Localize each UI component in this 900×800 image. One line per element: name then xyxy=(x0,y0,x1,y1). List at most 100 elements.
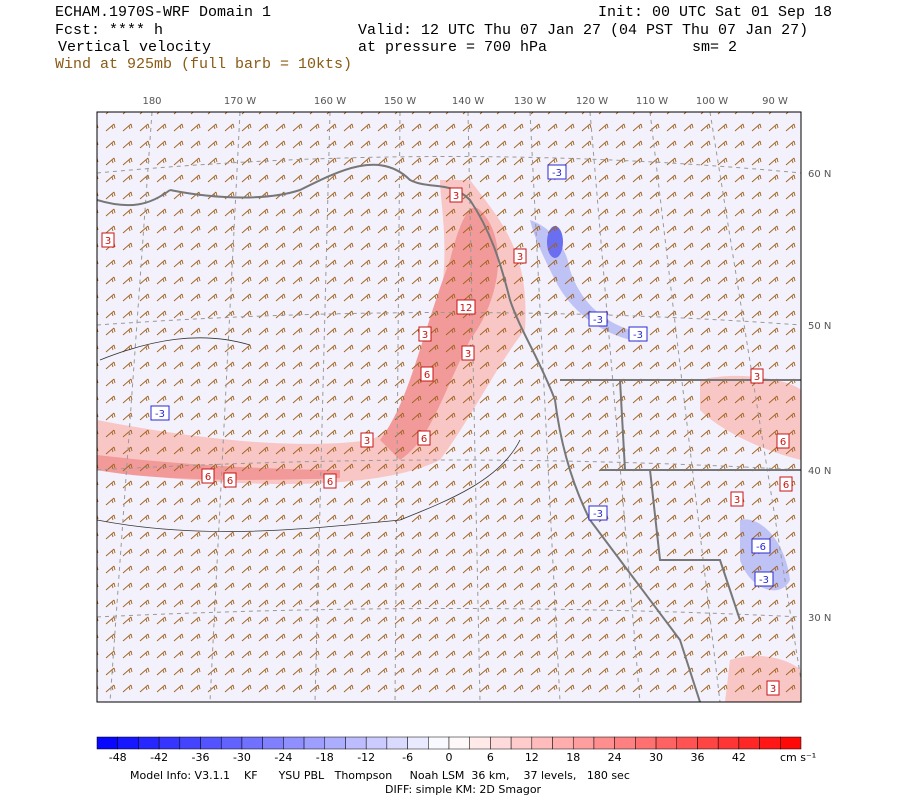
map-frame xyxy=(96,111,802,703)
contour-label-box xyxy=(750,368,764,384)
colorbar-box xyxy=(407,736,429,750)
colorbar-box xyxy=(96,736,118,750)
longitude-label: 170 W xyxy=(224,96,256,107)
contour-label-box xyxy=(588,311,608,327)
longitude-label: 160 W xyxy=(314,96,346,107)
colorbar-box xyxy=(386,736,408,750)
wind: Wind at 925mb (full barb = 10kts) xyxy=(55,56,352,73)
colorbar-tick-label: -24 xyxy=(274,751,292,764)
contour-label: -3 xyxy=(552,168,562,179)
contour-label: -3 xyxy=(633,330,643,341)
contour-label-box xyxy=(150,405,170,421)
longitude-label: 110 W xyxy=(636,96,668,107)
colorbar-tick-label: -36 xyxy=(192,751,210,764)
colorbar-box xyxy=(572,736,595,750)
longitude-label: 140 W xyxy=(452,96,484,107)
latitude-label: 40 N xyxy=(808,466,831,477)
colorbar-box xyxy=(303,736,326,750)
colorbar-box xyxy=(117,736,139,750)
contour-label: 3 xyxy=(754,372,760,383)
latitude-label: 50 N xyxy=(808,321,831,332)
contour-label-box xyxy=(766,680,780,696)
field: Vertical velocity xyxy=(58,39,211,56)
colorbar-box xyxy=(241,736,263,750)
colorbar-tick-label: 36 xyxy=(690,751,704,764)
longitude-label: 90 W xyxy=(762,96,788,107)
contour-label-box xyxy=(730,491,744,507)
contour-label: -3 xyxy=(759,575,769,586)
contour-label: 6 xyxy=(424,370,430,381)
contour-label-box xyxy=(628,326,648,342)
contour-label: -3 xyxy=(593,315,603,326)
fcst: Fcst: **** h xyxy=(55,22,163,39)
contour-label-box xyxy=(779,476,793,492)
contour-label: 6 xyxy=(327,477,333,488)
contour-label-box xyxy=(751,538,771,554)
colorbar-box xyxy=(283,736,305,750)
contour-label-box xyxy=(223,472,237,488)
colorbar-tick-label: 12 xyxy=(525,751,539,764)
colorbar-tick-label: -30 xyxy=(233,751,251,764)
colorbar-box xyxy=(635,736,657,750)
colorbar-box xyxy=(138,736,160,750)
contour-label: 3 xyxy=(364,436,370,447)
contour-label-box xyxy=(360,432,374,448)
colorbar-box xyxy=(738,736,760,750)
colorbar-box xyxy=(552,736,574,750)
colorbar-tick-label: -48 xyxy=(109,751,127,764)
colorbar-box xyxy=(220,736,243,750)
wind-barbs xyxy=(97,112,801,702)
longitude-label: 120 W xyxy=(576,96,608,107)
zero-contours xyxy=(97,337,521,532)
longitude-label: 100 W xyxy=(696,96,728,107)
colorbar-box xyxy=(448,736,470,750)
colorbar-box xyxy=(158,736,181,750)
colorbar-box xyxy=(676,736,698,750)
colorbar-box xyxy=(262,736,284,750)
contour-label: 3 xyxy=(465,349,471,360)
contour-label: 3 xyxy=(734,495,740,506)
contour-label-box xyxy=(461,345,475,361)
colorbar-box xyxy=(531,736,553,750)
colorbar-tick-label: -12 xyxy=(357,751,375,764)
diff-info: DIFF: simple KM: 2D Smagor xyxy=(385,783,542,796)
contour-label-box xyxy=(323,473,337,489)
colorbar-box xyxy=(759,736,781,750)
colorbar-tick-label: 42 xyxy=(732,751,746,764)
colorbar-box xyxy=(655,736,678,750)
contour-label-box xyxy=(420,366,434,382)
contour-label-box xyxy=(449,187,463,203)
colorbar-tick-label: 6 xyxy=(487,751,494,764)
contour-label: 3 xyxy=(517,252,523,263)
contour-label-box xyxy=(201,468,215,484)
longitude-label: 150 W xyxy=(384,96,416,107)
colorbar-box xyxy=(697,736,719,750)
colorbar-tick-label: 18 xyxy=(566,751,580,764)
colorbar-box xyxy=(345,736,367,750)
contour-label: 3 xyxy=(422,330,428,341)
colorbar-box xyxy=(593,736,615,750)
colorbar-box xyxy=(490,736,512,750)
map xyxy=(97,112,801,702)
longitude-label: 180 xyxy=(142,96,161,107)
colorbar-box xyxy=(324,736,346,750)
colorbar-box xyxy=(614,736,636,750)
contour-label: 12 xyxy=(460,303,473,314)
colorbar-box xyxy=(179,736,201,750)
contour-label: 3 xyxy=(453,191,459,202)
contour-label-box xyxy=(547,164,567,180)
colorbar-box xyxy=(200,736,222,750)
colorbar-tick-label: 0 xyxy=(446,751,453,764)
init: Init: 00 UTC Sat 01 Sep 18 xyxy=(598,4,832,21)
contour-label-box xyxy=(417,430,431,446)
contour-label: 3 xyxy=(105,236,111,247)
contour-label: -6 xyxy=(756,542,766,553)
latitude-label: 30 N xyxy=(808,613,831,624)
colorbar-tick-label: -18 xyxy=(316,751,334,764)
valid: Valid: 12 UTC Thu 07 Jan 27 (04 PST Thu … xyxy=(358,22,808,39)
colorbar-box xyxy=(428,736,450,750)
contour-label-box xyxy=(456,299,476,315)
latitude-label: 60 N xyxy=(808,169,831,180)
contour-label: -3 xyxy=(155,409,165,420)
